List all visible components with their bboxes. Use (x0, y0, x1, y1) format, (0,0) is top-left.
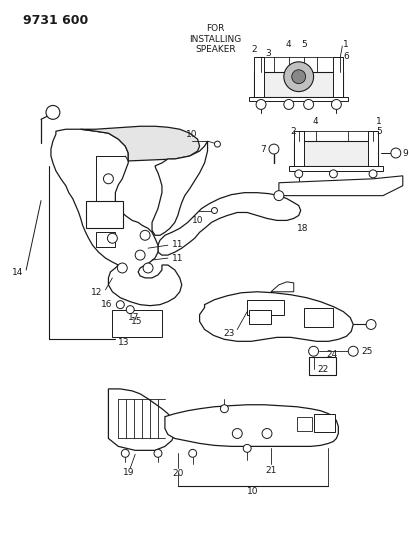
Circle shape (220, 405, 228, 413)
Polygon shape (254, 57, 263, 96)
Text: 4: 4 (312, 117, 318, 126)
Polygon shape (278, 176, 402, 196)
Circle shape (273, 191, 283, 200)
Text: 9: 9 (402, 149, 407, 158)
Circle shape (232, 429, 242, 439)
Circle shape (283, 100, 293, 109)
Polygon shape (293, 141, 377, 166)
Circle shape (154, 449, 162, 457)
Text: 10: 10 (185, 130, 197, 139)
Circle shape (116, 301, 124, 309)
Text: 13: 13 (118, 338, 130, 347)
Polygon shape (270, 282, 293, 292)
Text: 14: 14 (12, 269, 23, 278)
Text: 6: 6 (342, 52, 348, 61)
Text: 12: 12 (91, 288, 102, 297)
Text: 18: 18 (296, 224, 308, 233)
Circle shape (330, 100, 341, 109)
Circle shape (211, 207, 217, 214)
Polygon shape (152, 141, 207, 235)
Circle shape (291, 70, 305, 84)
Circle shape (294, 170, 302, 178)
Text: 4: 4 (285, 39, 291, 49)
Polygon shape (157, 192, 300, 255)
Text: 3: 3 (265, 50, 270, 59)
Text: 25: 25 (360, 347, 372, 356)
Text: 1: 1 (342, 39, 348, 49)
Text: 21: 21 (265, 466, 276, 475)
Bar (95, 232, 115, 247)
Text: 22: 22 (316, 365, 327, 374)
Polygon shape (288, 166, 382, 171)
Text: 10: 10 (191, 216, 203, 225)
Text: 16: 16 (101, 300, 112, 309)
Text: FOR
INSTALLING
SPEAKER: FOR INSTALLING SPEAKER (189, 24, 241, 54)
Circle shape (143, 263, 153, 273)
Text: 19: 19 (122, 467, 134, 477)
Circle shape (126, 305, 134, 313)
Circle shape (347, 346, 357, 356)
Bar (296, 417, 311, 431)
Polygon shape (293, 131, 303, 166)
Circle shape (103, 174, 113, 184)
Text: 5: 5 (300, 39, 306, 49)
Polygon shape (199, 292, 353, 341)
Text: 1: 1 (375, 117, 381, 126)
Circle shape (368, 170, 376, 178)
Text: 17: 17 (128, 313, 139, 322)
Text: 20: 20 (172, 469, 183, 478)
Polygon shape (81, 126, 199, 161)
Circle shape (268, 144, 278, 154)
Bar (249, 310, 270, 325)
Bar (303, 308, 333, 327)
Circle shape (303, 100, 313, 109)
Circle shape (214, 141, 220, 147)
Bar (313, 414, 335, 432)
Circle shape (365, 319, 375, 329)
Circle shape (107, 233, 117, 243)
Text: 5: 5 (375, 127, 381, 136)
Circle shape (243, 445, 251, 453)
Text: 10: 10 (247, 488, 258, 496)
Polygon shape (254, 72, 342, 96)
Text: 7: 7 (260, 144, 265, 154)
Text: 11: 11 (171, 240, 183, 249)
Text: 23: 23 (222, 329, 234, 338)
Circle shape (46, 106, 60, 119)
Circle shape (256, 100, 265, 109)
Circle shape (188, 449, 196, 457)
Text: 2: 2 (290, 127, 295, 136)
Polygon shape (247, 300, 283, 314)
Text: 9731 600: 9731 600 (23, 14, 88, 27)
Text: 24: 24 (326, 350, 337, 359)
Bar (85, 200, 123, 228)
Polygon shape (164, 405, 337, 446)
Text: 2: 2 (251, 45, 256, 54)
Polygon shape (333, 57, 342, 96)
Circle shape (121, 449, 129, 457)
Circle shape (308, 346, 318, 356)
Text: 11: 11 (171, 254, 183, 263)
Circle shape (283, 62, 313, 92)
Polygon shape (51, 129, 181, 305)
Circle shape (140, 230, 150, 240)
Polygon shape (249, 96, 347, 101)
Bar (308, 357, 335, 375)
Circle shape (261, 429, 271, 439)
Circle shape (135, 250, 145, 260)
Polygon shape (367, 131, 377, 166)
Circle shape (117, 263, 127, 273)
Bar (112, 310, 162, 337)
Circle shape (390, 148, 400, 158)
Circle shape (329, 170, 337, 178)
Polygon shape (108, 389, 174, 450)
Text: 15: 15 (131, 317, 143, 326)
Text: 8: 8 (275, 191, 281, 200)
